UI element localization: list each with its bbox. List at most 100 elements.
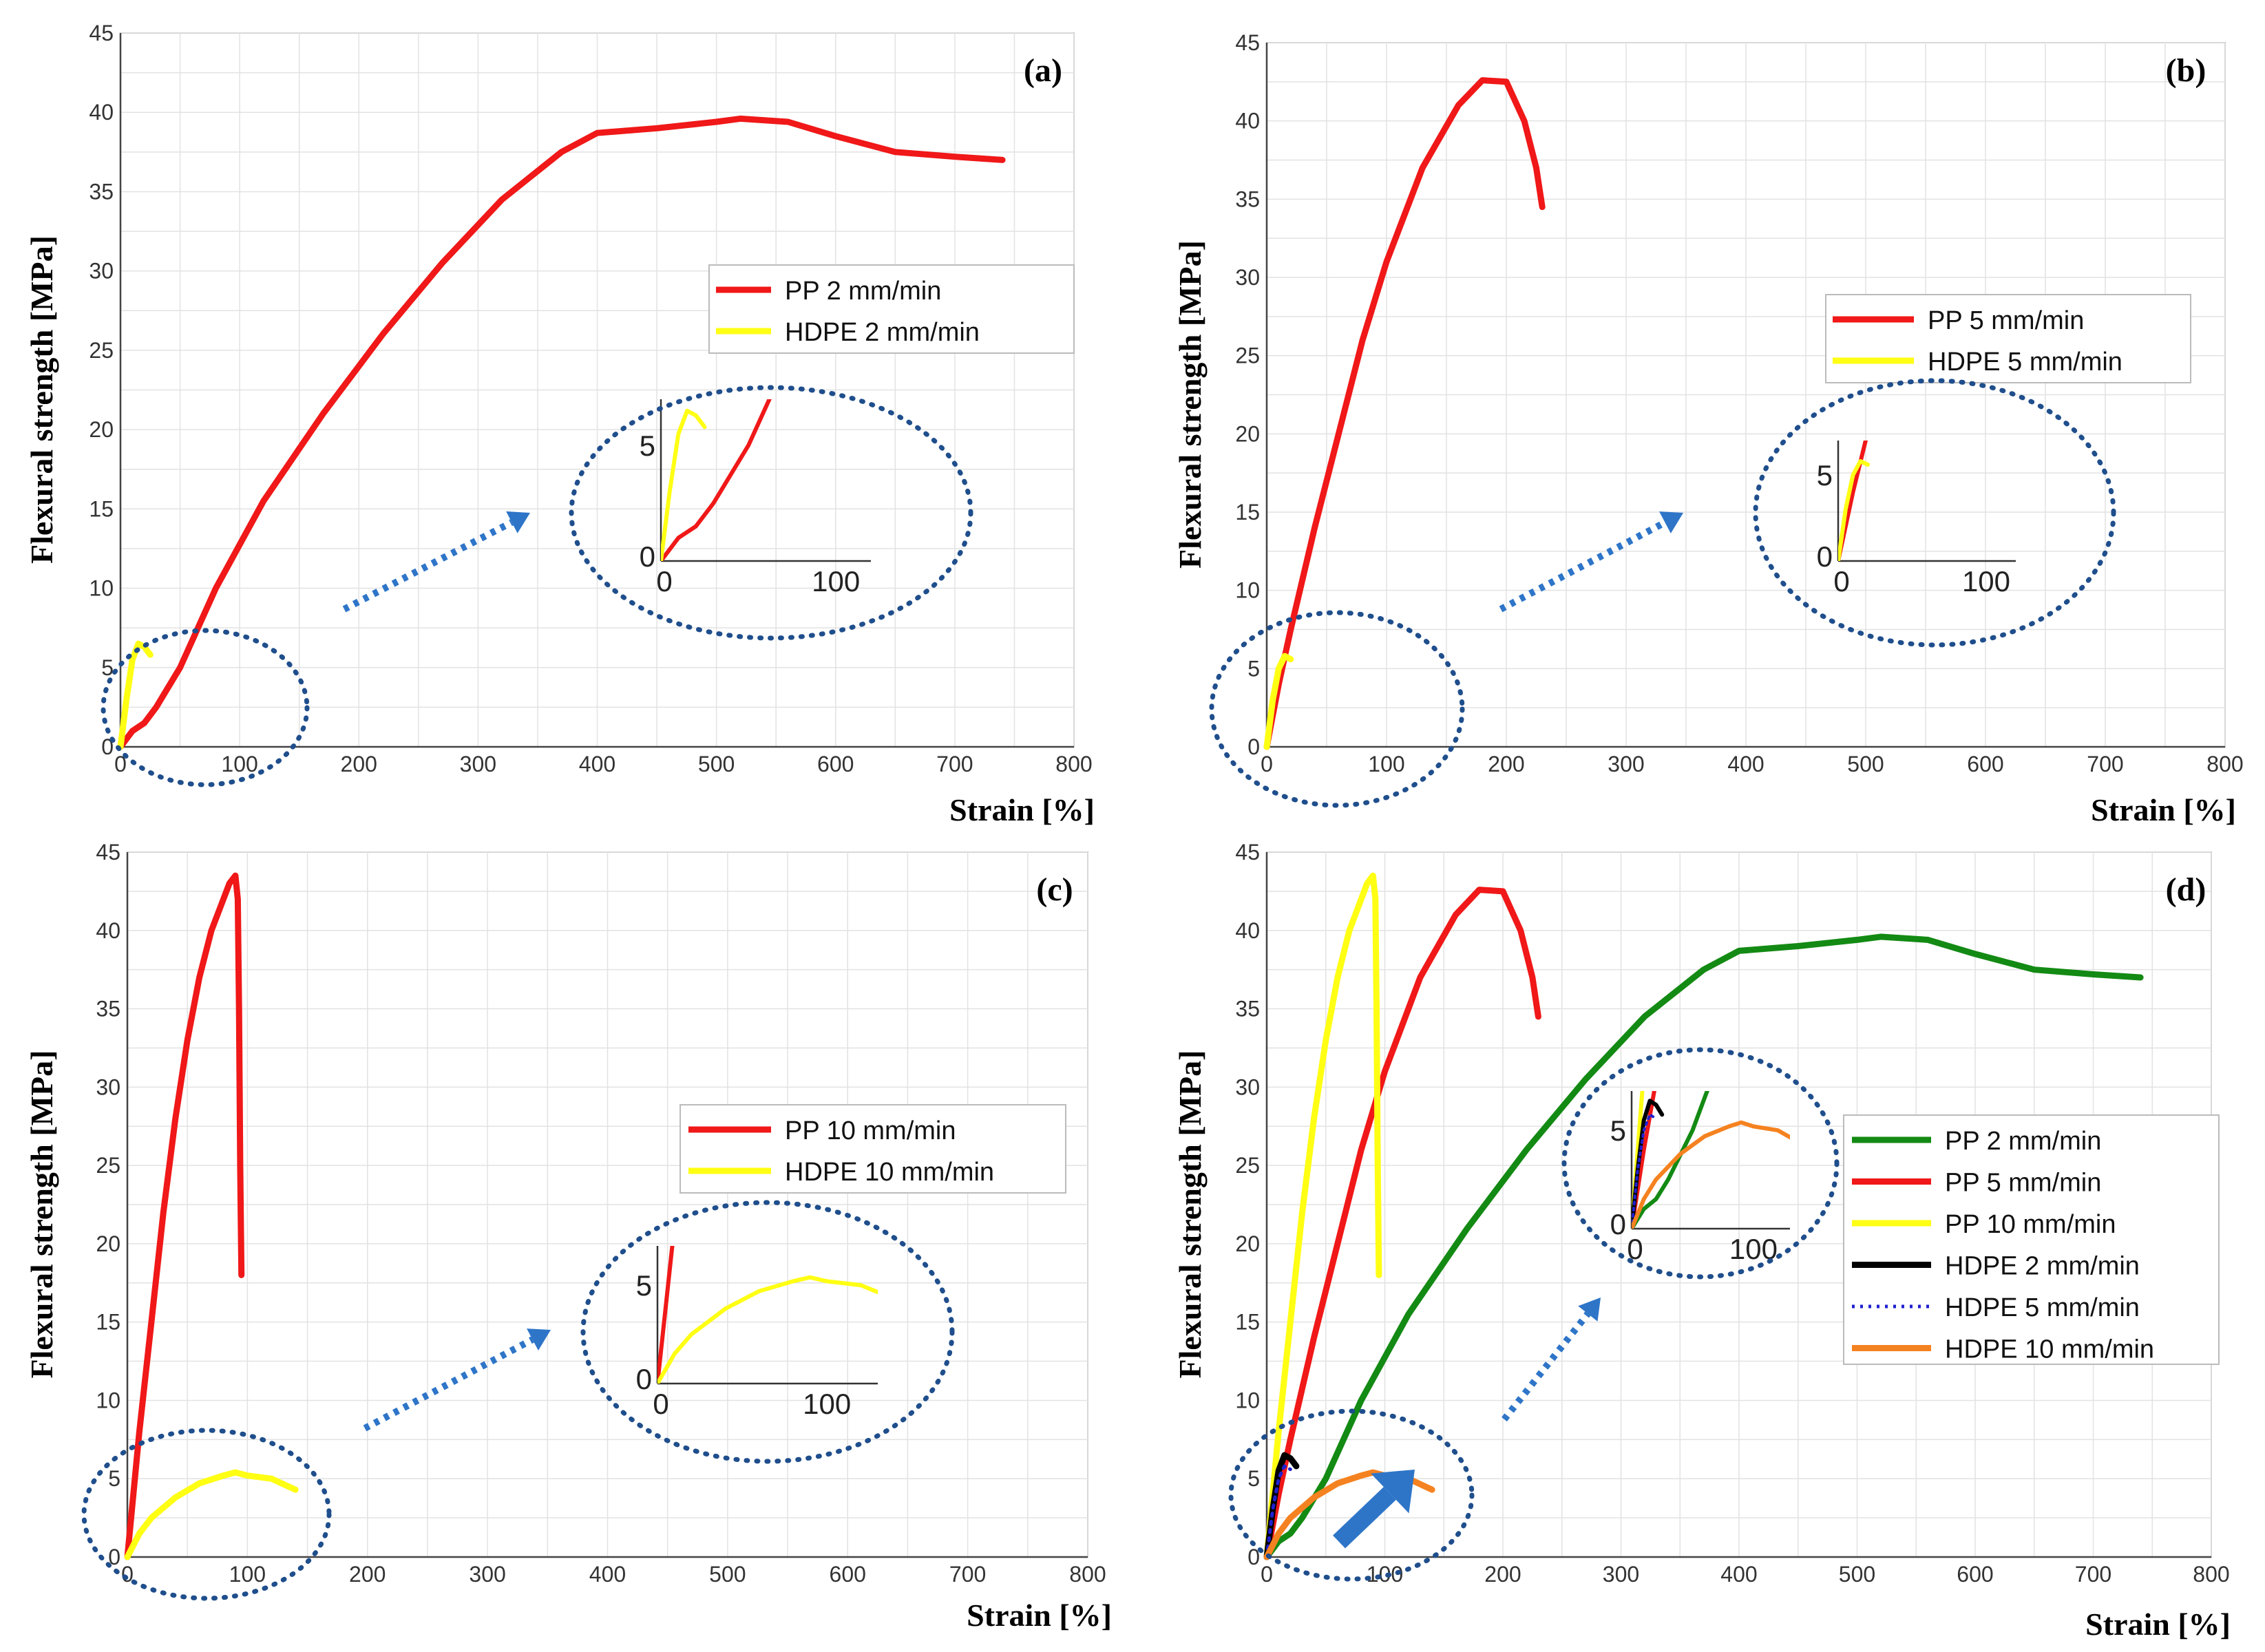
y-tick-label: 25 [89, 338, 114, 363]
panel-label: (d) [2166, 871, 2206, 908]
y-tick-label: 10 [96, 1388, 120, 1412]
y-tick-label: 30 [96, 1074, 120, 1099]
y-tick-label: 10 [1235, 578, 1260, 603]
legend-label: PP 10 mm/min [785, 1116, 956, 1145]
x-tick-label: 100 [221, 752, 257, 776]
inset-series-line [1838, 459, 1870, 561]
y-tick-label: 5 [101, 655, 114, 680]
origin-circle [1209, 610, 1465, 808]
x-tick-label: 500 [709, 1562, 746, 1587]
legend-box [1825, 294, 2191, 383]
y-tick-label: 15 [96, 1310, 120, 1335]
series-line [1263, 1452, 1300, 1560]
x-tick-label: 800 [2206, 752, 2243, 776]
y-tick-label: 5 [108, 1466, 120, 1491]
y-tick-label: 0 [1247, 734, 1260, 759]
legend-label: PP 5 mm/min [1928, 306, 2084, 335]
x-tick-label: 300 [1608, 752, 1644, 776]
x-tick-label: 200 [1484, 1562, 1521, 1587]
legend-label: HDPE 5 mm/min [1928, 348, 2122, 377]
x-tick-label: 600 [1957, 1562, 1993, 1587]
y-axis-label: Flexural strength [MPa] [24, 1050, 59, 1379]
legend-label: PP 2 mm/min [785, 277, 941, 306]
legend-label: HDPE 2 mm/min [785, 318, 980, 347]
panel-c: 0 100 200 300 400 500 600 700 800051015202530354… [24, 840, 1112, 1633]
x-tick-label: 0 [121, 1562, 134, 1587]
y-tick-label: 40 [1235, 918, 1260, 943]
x-tick-label: 700 [936, 752, 973, 776]
origin-circle [101, 628, 310, 787]
inset-series-line [1632, 1120, 1790, 1229]
series-line [124, 1469, 299, 1560]
inset-y-tick-label: 5 [640, 430, 655, 462]
panel-d: 0 100 200 300 400 500 600 700 800051015202530354… [1172, 840, 2231, 1642]
y-tick-label: 10 [89, 576, 114, 601]
panel-b: 0 100 200 300 400 500 600 700 800051015202530354… [1172, 30, 2244, 827]
solid-arrow [1333, 1487, 1396, 1549]
dotted-arrow-head [1659, 511, 1683, 533]
inset-y-tick-label: 5 [1817, 459, 1833, 491]
x-tick-label: 0 [1261, 752, 1273, 776]
y-tick-label: 25 [96, 1153, 120, 1178]
y-tick-label: 20 [1235, 421, 1260, 446]
zoom-circle [1561, 1047, 1840, 1280]
series-line [1263, 872, 1382, 1560]
dotted-arrow-head [506, 511, 530, 533]
y-tick-label: 45 [96, 840, 120, 865]
x-tick-label: 500 [698, 752, 735, 776]
x-tick-label: 700 [949, 1562, 986, 1587]
legend-label: HDPE 10 mm/min [1945, 1335, 2154, 1364]
solid-arrow-head [1371, 1470, 1415, 1514]
y-tick-label: 40 [1235, 109, 1260, 134]
inset-y-tick-label: 0 [640, 540, 655, 573]
legend-label: PP 2 mm/min [1945, 1127, 2101, 1156]
origin-circle [1228, 1408, 1475, 1582]
inset-series-line [661, 399, 772, 561]
x-tick-label: 600 [817, 752, 854, 776]
x-tick-label: 800 [1055, 752, 1092, 776]
panel-a: 0 100 200 300 400 500 600 700 800051015202530354… [24, 21, 1095, 827]
x-tick-label: 100 [1368, 752, 1404, 776]
x-tick-label: 700 [2087, 752, 2123, 776]
y-tick-label: 20 [1235, 1231, 1260, 1256]
y-tick-label: 10 [1235, 1388, 1260, 1412]
x-tick-label: 0 [114, 752, 127, 776]
dotted-arrow-head [527, 1328, 551, 1351]
inset-x-tick-label: 100 [812, 565, 860, 597]
x-tick-label: 700 [2075, 1562, 2111, 1587]
x-tick-label: 400 [1727, 752, 1764, 776]
legend-box [1843, 1114, 2220, 1365]
legend-label: HDPE 5 mm/min [1945, 1293, 2140, 1322]
x-axis-label: Strain [%] [967, 1598, 1112, 1633]
y-tick-label: 35 [89, 179, 114, 204]
y-tick-label: 5 [1247, 656, 1260, 681]
y-tick-label: 45 [89, 21, 114, 45]
x-tick-label: 200 [341, 752, 377, 776]
y-tick-label: 5 [1247, 1466, 1260, 1491]
zoom-circle [569, 385, 973, 641]
inset-zoom: 050 100 [1610, 1091, 1790, 1265]
x-tick-label: 400 [1720, 1562, 1757, 1587]
x-axis-label: Strain [%] [949, 792, 1095, 827]
inset-x-tick-label: 100 [1962, 565, 2010, 597]
series-line [124, 872, 245, 1560]
dotted-arrow-head [1578, 1298, 1601, 1322]
inset-x-tick-label: 0 [1627, 1233, 1643, 1265]
series-line [117, 115, 1006, 750]
y-tick-label: 40 [96, 918, 120, 943]
panel-label: (b) [2166, 52, 2206, 89]
y-tick-label: 20 [89, 417, 114, 442]
inset-x-tick-label: 0 [653, 1388, 668, 1420]
dotted-arrow [363, 1336, 534, 1432]
x-tick-label: 500 [1847, 752, 1884, 776]
dotted-arrow [342, 519, 514, 613]
y-tick-label: 45 [1235, 30, 1260, 55]
inset-zoom: 050 100 [1817, 441, 2016, 597]
y-axis-label: Flexural strength [MPa] [24, 235, 59, 564]
y-tick-label: 30 [89, 259, 114, 284]
y-tick-label: 25 [1235, 343, 1260, 368]
series-line [1263, 77, 1546, 750]
y-axis-label: Flexural strength [MPa] [1172, 240, 1208, 569]
inset-zoom: 050 100 [636, 1246, 878, 1420]
